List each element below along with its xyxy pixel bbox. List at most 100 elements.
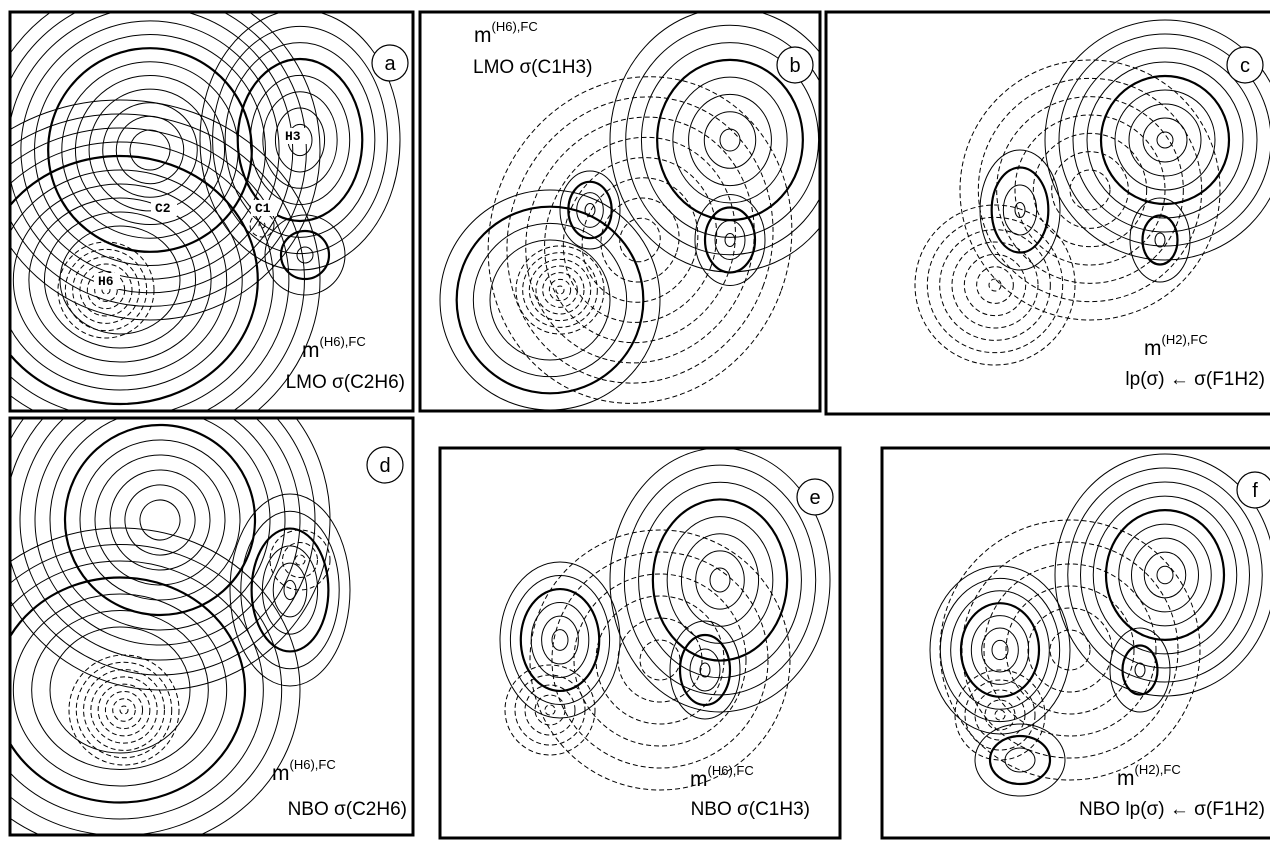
contour-line bbox=[667, 517, 773, 644]
contour-line bbox=[1144, 552, 1186, 598]
contour-line bbox=[120, 706, 128, 714]
contour-line bbox=[0, 156, 258, 404]
label-base: m bbox=[474, 24, 492, 47]
contour-line bbox=[491, 85, 788, 396]
contour-line bbox=[1115, 90, 1215, 190]
contour-line bbox=[113, 699, 136, 722]
contour-line bbox=[241, 511, 339, 668]
contour-line bbox=[1070, 170, 1110, 210]
contour-line bbox=[0, 0, 364, 364]
contour-line bbox=[134, 494, 185, 545]
contour-line bbox=[500, 562, 620, 718]
contour-line bbox=[105, 691, 142, 728]
panel-letter: f bbox=[1252, 480, 1258, 502]
contour-line bbox=[535, 695, 565, 725]
contour-line bbox=[284, 580, 296, 599]
contour-line bbox=[681, 534, 758, 627]
contour-line bbox=[700, 663, 710, 677]
contours bbox=[500, 448, 830, 790]
contour-line bbox=[11, 11, 289, 289]
panel: am(H6),FCLMO σ(C2H6)H3C2C1H6 bbox=[0, 0, 413, 460]
contour-line bbox=[0, 360, 320, 680]
contour-line bbox=[961, 603, 1039, 697]
contour-line bbox=[1033, 133, 1146, 246]
orbital-label: m(H2),FC bbox=[1117, 762, 1181, 790]
contour-line bbox=[955, 670, 1045, 760]
contour-line bbox=[295, 555, 305, 565]
contour-line bbox=[971, 616, 1028, 685]
contour-line bbox=[975, 724, 1065, 796]
panel-letter: b bbox=[789, 55, 800, 77]
contour-line bbox=[618, 618, 702, 702]
caption: NBO lp(σ) ← σ(F1H2) bbox=[1079, 799, 1265, 820]
contour-line bbox=[230, 494, 350, 686]
contour-line bbox=[1130, 198, 1190, 282]
contour-line bbox=[85, 85, 214, 214]
contour-line bbox=[657, 60, 803, 220]
contour-line bbox=[91, 677, 157, 743]
contour-line bbox=[725, 234, 735, 247]
orbital-label: m(H2),FC bbox=[1144, 332, 1208, 360]
contour-line bbox=[281, 231, 329, 279]
contour-line bbox=[467, 59, 813, 421]
contour-line bbox=[115, 475, 205, 565]
contour-line bbox=[689, 94, 772, 185]
contour-line bbox=[542, 616, 579, 664]
contour-line bbox=[997, 97, 1184, 284]
atom-label: C1 bbox=[255, 201, 271, 216]
contour-line bbox=[1123, 646, 1158, 695]
caption: lp(σ) ← σ(F1H2) bbox=[1125, 369, 1265, 390]
contour-line bbox=[523, 253, 598, 328]
label-sup: (H6),FC bbox=[320, 334, 366, 349]
contour-line bbox=[1015, 203, 1025, 218]
caption: NBO σ(C2H6) bbox=[288, 799, 407, 820]
label-base: m bbox=[690, 768, 708, 791]
panel: f m(H2),FC NBO lp(σ) ← σ(F1H2) bbox=[882, 448, 1270, 838]
label-base: m bbox=[272, 762, 290, 785]
contour-line bbox=[673, 77, 787, 203]
contour-line bbox=[1119, 524, 1212, 626]
contour-line bbox=[490, 240, 610, 360]
panel-letter: a bbox=[384, 53, 396, 75]
contour-line bbox=[1132, 538, 1199, 612]
contour-line bbox=[710, 568, 730, 592]
label-sup: (H6),FC bbox=[708, 763, 754, 778]
label-base: m bbox=[1144, 337, 1162, 360]
contour-line bbox=[0, 170, 242, 390]
contour-line bbox=[610, 8, 850, 272]
contour-line bbox=[0, 0, 308, 308]
atom-label: H3 bbox=[285, 129, 301, 144]
contour-line bbox=[1143, 216, 1178, 265]
label-sup: (H2),FC bbox=[1162, 332, 1208, 347]
contour-line bbox=[964, 254, 1025, 315]
contour-line bbox=[505, 665, 595, 755]
figure: am(H6),FCLMO σ(C2H6)H3C2C1H6bm(H6),FCLMO… bbox=[0, 0, 1270, 841]
contour-line bbox=[473, 223, 626, 376]
contour-line bbox=[989, 279, 1001, 291]
atom-label: H6 bbox=[98, 274, 114, 289]
contour-line bbox=[1068, 468, 1263, 682]
atom-label: C2 bbox=[155, 201, 171, 216]
orbital-label: m(H6),FC bbox=[302, 334, 366, 362]
contour-line bbox=[1143, 118, 1187, 162]
orbital-label: m(H6),FC bbox=[474, 19, 538, 47]
contour-line bbox=[297, 247, 313, 263]
orbital-label: m(H6),FC bbox=[272, 757, 336, 785]
panel-letter: e bbox=[809, 487, 820, 509]
contour-line bbox=[529, 259, 590, 320]
panel: em(H6),FCNBO σ(C1H3) bbox=[440, 448, 840, 838]
panel-letter: c bbox=[1240, 55, 1250, 77]
label-sup: (H6),FC bbox=[492, 19, 538, 34]
contour-line bbox=[1155, 233, 1165, 247]
contour-line bbox=[705, 208, 755, 273]
contour-line bbox=[1003, 185, 1036, 235]
contour-line bbox=[457, 207, 644, 394]
contour-line bbox=[73, 257, 140, 324]
label-sup: (H6),FC bbox=[290, 757, 336, 772]
contour-line bbox=[1157, 566, 1173, 584]
contour-line bbox=[1005, 748, 1035, 772]
contour-line bbox=[104, 104, 196, 196]
contour-line bbox=[552, 630, 568, 651]
contour-line bbox=[1106, 510, 1224, 640]
contour-line bbox=[696, 551, 745, 609]
